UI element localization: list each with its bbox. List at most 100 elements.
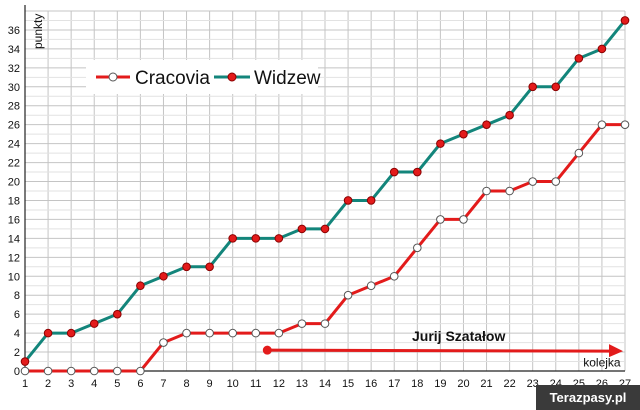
x-tick-label: 18 <box>411 378 423 390</box>
x-tick-label: 23 <box>527 378 539 390</box>
watermark: Terazpasy.pl <box>536 385 640 410</box>
y-tick-label: 16 <box>8 214 20 226</box>
data-point-widzew <box>459 129 468 139</box>
y-tick-label: 30 <box>8 82 20 94</box>
y-tick-label: 24 <box>8 139 20 151</box>
data-point-cracovia <box>505 186 514 196</box>
data-point-cracovia <box>413 243 422 253</box>
data-point-cracovia <box>20 366 30 376</box>
data-point-cracovia <box>620 120 630 129</box>
x-tick-label: 16 <box>365 378 377 390</box>
x-tick-label: 21 <box>480 378 492 390</box>
y-tick-label: 0 <box>14 366 20 378</box>
data-point-widzew <box>436 139 445 148</box>
x-tick-label: 5 <box>114 378 120 390</box>
data-point-widzew <box>20 357 30 366</box>
data-point-widzew <box>551 82 561 92</box>
data-point-cracovia <box>251 328 261 338</box>
data-point-widzew <box>366 196 376 205</box>
x-tick-label: 1 <box>22 378 28 390</box>
data-point-widzew <box>620 16 630 25</box>
data-point-cracovia <box>182 328 191 338</box>
data-point-widzew <box>320 224 330 234</box>
x-axis-label: kolejka <box>583 355 621 369</box>
data-point-widzew <box>43 328 53 338</box>
data-point-cracovia <box>551 177 561 186</box>
data-point-cracovia <box>205 328 214 338</box>
x-tick-label: 22 <box>503 378 515 390</box>
legend-label-cracovia: Cracovia <box>135 68 210 89</box>
data-point-cracovia <box>366 281 376 291</box>
y-tick-label: 26 <box>8 120 20 132</box>
data-point-widzew <box>343 196 353 205</box>
data-point-widzew <box>574 54 584 63</box>
annotation-arrow-start <box>262 345 272 355</box>
y-tick-label: 32 <box>8 63 20 75</box>
x-tick-label: 15 <box>342 378 354 390</box>
x-tick-label: 2 <box>45 378 51 390</box>
data-point-cracovia <box>66 366 76 376</box>
y-tick-label: 14 <box>8 233 20 245</box>
data-point-cracovia <box>389 271 399 281</box>
data-point-widzew <box>113 309 122 319</box>
y-tick-label: 2 <box>14 347 20 359</box>
annotation-layer <box>262 344 623 358</box>
x-tick-label: 20 <box>457 378 469 390</box>
x-tick-label: 17 <box>388 378 400 390</box>
x-tick-label: 8 <box>183 378 189 390</box>
legend: Cracovia Widzew <box>86 60 321 94</box>
data-point-cracovia <box>597 120 607 129</box>
x-tick-label: 9 <box>207 378 213 390</box>
data-point-widzew <box>597 44 607 54</box>
data-point-widzew <box>389 167 399 177</box>
x-tick-label: 3 <box>68 378 74 390</box>
data-point-cracovia <box>343 290 353 300</box>
data-point-widzew <box>159 271 168 281</box>
data-point-cracovia <box>89 366 99 376</box>
y-tick-label: 22 <box>8 158 20 170</box>
data-point-widzew <box>66 328 76 338</box>
annotation-arrow-line <box>267 348 612 353</box>
x-tick-label: 19 <box>434 378 446 390</box>
x-tick-label: 7 <box>160 378 166 390</box>
data-point-widzew <box>297 224 307 234</box>
watermark-box <box>536 385 640 410</box>
legend-label-widzew: Widzew <box>254 68 321 89</box>
x-tick-label: 12 <box>273 378 285 390</box>
y-tick-label: 10 <box>8 271 20 283</box>
y-tick-label: 12 <box>8 252 20 264</box>
y-tick-label: 4 <box>14 328 20 340</box>
y-tick-label: 34 <box>8 44 20 56</box>
data-point-cracovia <box>113 366 122 376</box>
y-tick-label: 18 <box>8 195 20 207</box>
x-tick-label: 10 <box>227 378 239 390</box>
data-point-cracovia <box>159 338 168 347</box>
data-point-widzew <box>89 319 99 328</box>
data-point-cracovia <box>436 215 445 224</box>
data-point-cracovia <box>459 215 468 224</box>
data-point-cracovia <box>274 328 284 338</box>
data-point-widzew <box>136 281 145 291</box>
data-point-cracovia <box>574 148 584 158</box>
y-tick-label: 8 <box>14 290 20 302</box>
data-point-widzew <box>228 234 237 243</box>
data-point-widzew <box>482 120 491 129</box>
y-axis-label: punkty <box>31 14 45 49</box>
data-point-cracovia <box>297 319 307 328</box>
data-point-cracovia <box>482 186 491 196</box>
data-point-cracovia <box>136 366 145 376</box>
data-point-widzew <box>413 167 422 177</box>
x-tick-label: 14 <box>319 378 331 390</box>
data-point-cracovia <box>528 177 537 186</box>
data-point-widzew <box>528 82 537 92</box>
data-point-widzew <box>205 262 214 272</box>
data-point-cracovia <box>320 319 330 328</box>
data-point-cracovia <box>43 366 53 376</box>
data-point-widzew <box>251 234 261 243</box>
y-tick-label: 20 <box>8 177 20 189</box>
x-tick-label: 13 <box>296 378 308 390</box>
data-point-widzew <box>274 234 284 243</box>
y-tick-label: 6 <box>14 309 20 321</box>
